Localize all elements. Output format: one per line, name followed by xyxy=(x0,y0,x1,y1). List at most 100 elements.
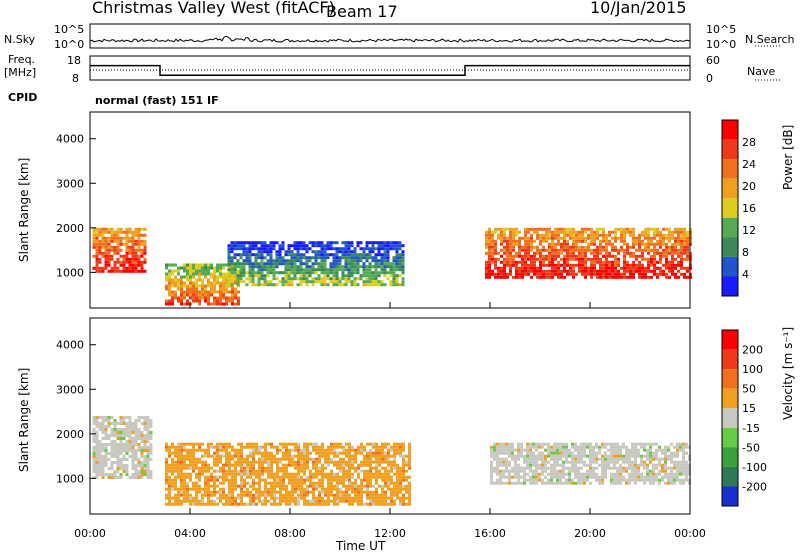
heatmap-cell xyxy=(622,442,625,446)
heatmap-cell xyxy=(318,445,321,449)
heatmap-cell xyxy=(104,416,108,419)
heatmap-cell xyxy=(207,487,210,491)
heatmap-cell xyxy=(186,490,189,494)
heatmap-cell xyxy=(263,268,267,272)
heatmap-cell xyxy=(273,478,276,482)
heatmap-cell xyxy=(219,457,222,461)
heatmap-cell xyxy=(402,502,405,506)
heatmap-cell xyxy=(396,496,399,500)
heatmap-cell xyxy=(219,296,222,300)
heatmap-cell xyxy=(240,475,243,479)
heatmap-cell xyxy=(682,451,685,455)
heatmap-cell xyxy=(95,422,99,425)
heatmap-cell xyxy=(644,257,647,261)
heatmap-cell xyxy=(647,269,650,273)
heatmap-cell xyxy=(297,469,300,473)
heatmap-cell xyxy=(590,257,593,261)
heatmap-cell xyxy=(101,230,105,234)
heatmap-cell xyxy=(682,442,685,446)
heatmap-cell xyxy=(183,442,186,446)
heatmap-cell xyxy=(508,463,511,467)
heatmap-cell xyxy=(293,271,297,275)
heatmap-cell xyxy=(626,269,629,273)
heatmap-cell xyxy=(381,478,384,482)
heatmap-cell xyxy=(511,481,514,485)
heatmap-cell xyxy=(405,475,408,479)
heatmap-cell xyxy=(264,460,267,464)
heatmap-cell xyxy=(595,451,598,455)
heatmap-cell xyxy=(667,448,670,452)
heatmap-cell xyxy=(279,487,282,491)
freq-panel-frame xyxy=(89,55,691,81)
heatmap-cell xyxy=(113,239,117,243)
heatmap-cell xyxy=(140,416,144,419)
heatmap-cell xyxy=(670,478,673,482)
heatmap-cell xyxy=(290,259,294,263)
heatmap-cell xyxy=(680,257,683,261)
heatmap-cell xyxy=(248,241,252,245)
heatmap-cell xyxy=(272,268,276,272)
heatmap-cell xyxy=(632,245,635,249)
heatmap-cell xyxy=(116,236,120,240)
heatmap-cell xyxy=(309,490,312,494)
heatmap-cell xyxy=(195,472,198,476)
heatmap-cell xyxy=(341,265,345,269)
heatmap-cell xyxy=(494,263,497,267)
heatmap-cell xyxy=(673,481,676,485)
heatmap-cell xyxy=(222,472,225,476)
heatmap-cell xyxy=(602,248,605,252)
heatmap-cell xyxy=(682,448,685,452)
heatmap-cell xyxy=(315,451,318,455)
heatmap-cell xyxy=(685,478,688,482)
heatmap-cell xyxy=(345,484,348,488)
heatmap-cell xyxy=(275,271,279,275)
heatmap-cell xyxy=(207,463,210,467)
heatmap-cell xyxy=(584,266,587,270)
heatmap-cell xyxy=(589,457,592,461)
heatmap-cell xyxy=(257,280,261,284)
heatmap-cell xyxy=(548,245,551,249)
colorbar-swatch xyxy=(722,178,738,199)
heatmap-cell xyxy=(581,248,584,252)
heatmap-cell xyxy=(296,241,300,245)
heatmap-cell xyxy=(231,457,234,461)
heatmap-cell xyxy=(643,454,646,458)
heatmap-cell xyxy=(553,451,556,455)
heatmap-cell xyxy=(270,490,273,494)
heatmap-cell xyxy=(526,448,529,452)
heatmap-cell xyxy=(332,265,336,269)
heatmap-cell xyxy=(315,481,318,485)
heatmap-cell xyxy=(249,469,252,473)
heatmap-cell xyxy=(245,271,249,275)
heatmap-cell xyxy=(207,278,210,282)
heatmap-cell xyxy=(538,472,541,476)
heatmap-cell xyxy=(306,493,309,497)
heatmap-cell xyxy=(285,484,288,488)
heatmap-cell xyxy=(119,443,123,446)
heatmap-cell xyxy=(488,236,491,240)
heatmap-cell xyxy=(266,247,270,251)
heatmap-cell xyxy=(505,448,508,452)
heatmap-cell xyxy=(275,241,279,245)
heatmap-cell xyxy=(255,448,258,452)
heatmap-cell xyxy=(192,487,195,491)
heatmap-cell xyxy=(260,256,264,260)
heatmap-cell xyxy=(264,451,267,455)
heatmap-cell xyxy=(599,266,602,270)
heatmap-cell xyxy=(177,460,180,464)
heatmap-cell xyxy=(643,481,646,485)
heatmap-cell xyxy=(140,422,144,425)
heatmap-cell xyxy=(327,493,330,497)
heatmap-cell xyxy=(384,478,387,482)
heatmap-cell xyxy=(393,499,396,503)
heatmap-cell xyxy=(674,263,677,267)
heatmap-cell xyxy=(299,271,303,275)
heatmap-cell xyxy=(216,475,219,479)
heatmap-cell xyxy=(360,460,363,464)
heatmap-cell xyxy=(577,466,580,470)
nsky-tick-top: 10^5 xyxy=(54,23,85,36)
heatmap-cell xyxy=(497,233,500,237)
heatmap-cell xyxy=(347,262,351,266)
heatmap-cell xyxy=(95,239,99,243)
heatmap-cell xyxy=(581,257,584,261)
